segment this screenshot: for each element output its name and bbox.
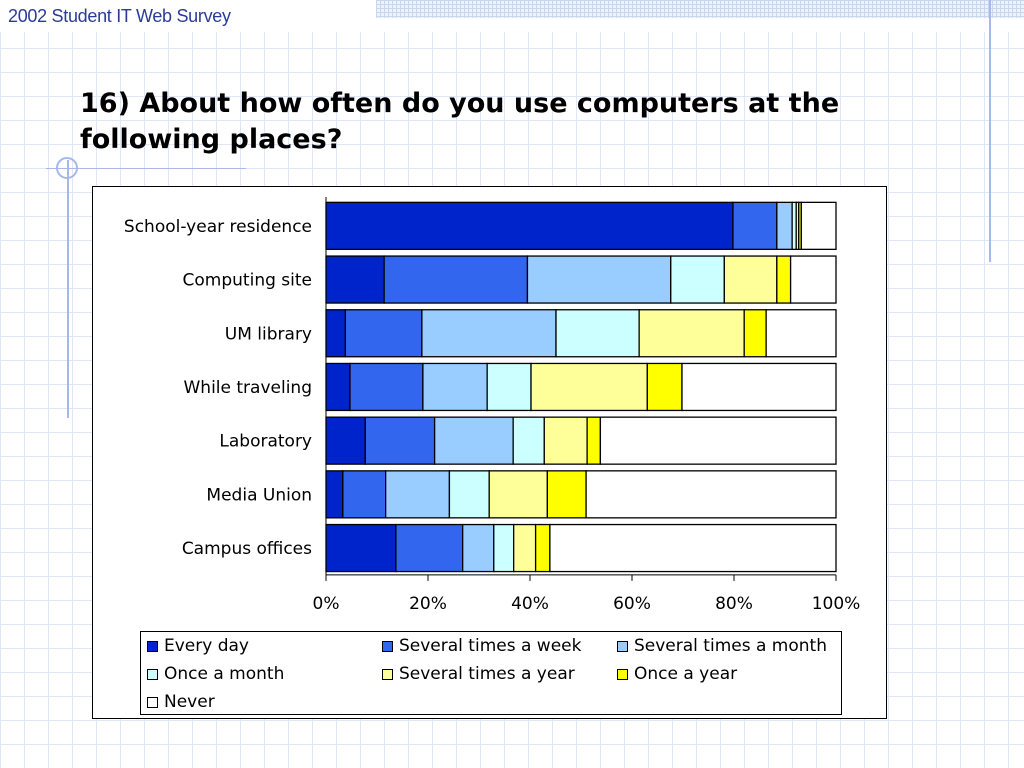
legend-label: Never — [164, 692, 215, 712]
category-label: Computing site — [183, 271, 312, 291]
bar-segment-2-2 — [383, 255, 529, 304]
survey-title: 2002 Student IT Web Survey — [8, 6, 231, 26]
category-label: School-year residence — [124, 217, 312, 237]
bar-segment-7-6 — [534, 523, 551, 573]
category-label: UM library — [225, 324, 312, 344]
legend-swatch — [147, 696, 158, 708]
legend-item: Every day — [147, 632, 249, 660]
bar-segment-1-1 — [325, 201, 734, 251]
bar-segment-1-7 — [800, 201, 837, 251]
bar-segment-7-5 — [513, 523, 537, 573]
legend-swatch — [147, 640, 158, 652]
legend-item: Never — [147, 688, 215, 716]
bar-segment-5-1 — [325, 416, 366, 465]
header-pattern — [376, 0, 1024, 18]
bar-segment-3-1 — [325, 309, 347, 358]
bar-segment-3-7 — [765, 309, 837, 358]
bar-segment-4-3 — [422, 362, 488, 412]
x-tick-label: 20% — [409, 594, 447, 614]
bar-segment-1-3 — [776, 201, 793, 251]
bar-segment-2-4 — [670, 255, 725, 304]
bar-segment-7-7 — [549, 523, 837, 573]
legend-label: Every day — [164, 636, 249, 656]
bar-segment-6-1 — [325, 470, 344, 519]
bar-segment-4-4 — [486, 362, 532, 412]
bar-segment-2-1 — [325, 255, 385, 304]
bar-segment-3-2 — [344, 309, 423, 358]
legend-swatch — [147, 668, 158, 680]
bar-segment-6-3 — [385, 470, 451, 519]
legend-item: Once a month — [147, 660, 284, 688]
bar-segment-6-2 — [342, 470, 387, 519]
x-tick-label: 100% — [812, 594, 861, 614]
x-tick-label: 40% — [511, 594, 549, 614]
x-tick-label: 0% — [313, 594, 340, 614]
bar-segment-3-6 — [743, 309, 767, 358]
bar-segment-5-3 — [433, 416, 514, 465]
bar-segment-7-1 — [325, 523, 397, 573]
category-label: Campus offices — [182, 539, 312, 559]
legend-item: Several times a year — [382, 660, 575, 688]
bar-segment-3-3 — [421, 309, 557, 358]
legend-label: Several times a year — [399, 664, 575, 684]
legend-label: Several times a month — [634, 636, 827, 656]
bar-segment-3-4 — [555, 309, 640, 358]
x-tick-label: 80% — [715, 594, 753, 614]
legend-label: Once a month — [164, 664, 285, 684]
decorative-vertical-line-right — [989, 0, 991, 262]
stacked-bar-chart: School-year residence Computing site UM li… — [124, 197, 861, 614]
legend-item: Several times a month — [617, 632, 827, 660]
decorative-circle — [56, 157, 78, 179]
bar-segment-5-6 — [586, 416, 602, 465]
bar-segment-6-6 — [546, 470, 587, 519]
legend-swatch — [382, 668, 393, 680]
bar-segment-4-7 — [681, 362, 837, 412]
bar-segment-2-5 — [723, 255, 778, 304]
legend-label: Several times a week — [399, 636, 582, 656]
decorative-horizontal-line — [46, 168, 246, 169]
bar-segment-3-5 — [638, 309, 745, 358]
bar-segment-5-7 — [599, 416, 837, 465]
legend-label: Once a year — [634, 664, 738, 684]
bar-segment-5-2 — [364, 416, 436, 465]
bar-segment-7-2 — [395, 523, 464, 573]
category-label: While traveling — [184, 378, 313, 398]
slide-title: 16) About how often do you use computers… — [80, 88, 840, 155]
chart-legend: Every day Several times a week Several tim… — [140, 631, 842, 715]
legend-swatch — [617, 640, 628, 652]
bar-segment-7-3 — [462, 523, 495, 573]
x-tick-label: 60% — [613, 594, 651, 614]
category-label: Laboratory — [219, 432, 312, 452]
bar-segment-6-4 — [448, 470, 490, 519]
decorative-vertical-line-left — [67, 160, 69, 418]
legend-item: Several times a week — [382, 632, 581, 660]
bar-segment-4-5 — [530, 362, 648, 412]
bar-segment-2-6 — [776, 255, 792, 304]
bar-segment-2-7 — [789, 255, 837, 304]
bar-segment-7-4 — [493, 523, 515, 573]
category-label: Media Union — [206, 485, 312, 505]
bar-segment-4-6 — [646, 362, 683, 412]
legend-item: Once a year — [617, 660, 737, 688]
bar-segment-4-1 — [325, 362, 351, 412]
bar-segment-4-2 — [349, 362, 424, 412]
bar-segment-5-5 — [543, 416, 588, 465]
legend-swatch — [617, 668, 628, 680]
bar-segment-6-5 — [488, 470, 548, 519]
bar-segment-5-4 — [512, 416, 545, 465]
bar-segment-1-2 — [732, 201, 778, 251]
bar-segment-2-3 — [526, 255, 672, 304]
bar-segment-6-7 — [585, 470, 837, 519]
chart-frame: School-year residence Computing site UM li… — [92, 186, 887, 719]
legend-swatch — [382, 640, 393, 652]
